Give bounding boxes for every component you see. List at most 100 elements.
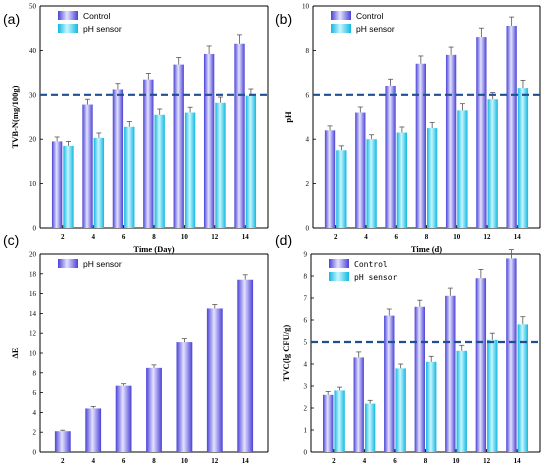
y-tick-label: 16	[29, 290, 37, 298]
bar-sensor	[457, 110, 468, 228]
x-tick-label: 12	[484, 233, 492, 241]
bar-control	[51, 141, 63, 228]
x-tick-label: 12	[211, 457, 219, 465]
bar-sensor	[237, 279, 254, 452]
bar-sensor	[124, 126, 135, 228]
x-tick-label: 14	[514, 457, 522, 465]
bar-control	[82, 104, 93, 228]
x-tick-label: 4	[363, 457, 367, 465]
y-tick-label: 30	[29, 91, 37, 99]
y-tick-label: 4	[306, 136, 310, 144]
bar-control	[234, 43, 245, 228]
y-tick-label: 0	[304, 449, 308, 457]
x-tick-label: 4	[91, 457, 95, 465]
bar-sensor	[517, 324, 529, 452]
bar-control	[203, 53, 215, 229]
bar-sensor	[487, 99, 498, 229]
bar-sensor	[366, 139, 377, 228]
x-tick-label: 10	[453, 233, 461, 241]
y-tick-label: 10	[29, 180, 37, 188]
x-tick-label: 10	[181, 457, 189, 465]
y-tick-label: 7	[304, 295, 308, 303]
legend-swatch	[58, 24, 78, 33]
bar-control	[173, 64, 184, 228]
y-tick-label: 20	[29, 251, 37, 259]
bar-control	[353, 357, 364, 452]
bar-sensor	[85, 408, 102, 452]
x-tick-label: 6	[122, 457, 126, 465]
y-tick-label: 6	[33, 389, 37, 397]
y-tick-label: 0	[306, 225, 310, 233]
bar-control	[445, 54, 457, 229]
bar-control	[415, 63, 426, 228]
y-tick-label: 2	[33, 429, 37, 437]
bar-sensor	[176, 342, 193, 452]
x-tick-label: 6	[394, 233, 398, 241]
bar-sensor	[426, 361, 437, 452]
legend-swatch	[331, 24, 351, 33]
bar-control	[112, 89, 124, 228]
bar-sensor	[146, 367, 162, 452]
y-tick-label: 6	[306, 91, 310, 99]
bar-sensor	[336, 150, 347, 228]
y-tick-label: 2	[306, 180, 310, 188]
x-tick-label: 10	[453, 457, 461, 465]
panel-1: (a) 0 10 20 30 40 50 2 4 6 8 10 12 14 Control pH sensor…	[3, 3, 269, 254]
x-tick-label: 2	[334, 233, 338, 241]
x-axis-title: Time (d)	[411, 244, 442, 254]
panel-label: (b)	[275, 11, 292, 27]
x-tick-label: 2	[61, 457, 65, 465]
bar-control	[476, 37, 487, 228]
y-tick-label: 0	[33, 225, 37, 233]
legend-swatch	[58, 259, 78, 268]
bar-sensor	[456, 350, 467, 452]
bar-control	[324, 130, 336, 228]
panel-label: (d)	[275, 232, 292, 248]
y-tick-label: 4	[304, 361, 308, 369]
y-tick-label: 12	[29, 330, 37, 338]
bar-sensor	[115, 385, 132, 452]
x-tick-label: 14	[242, 233, 250, 241]
bar-control	[506, 25, 517, 229]
legend-swatch	[329, 259, 349, 268]
y-tick-label: 10	[29, 350, 37, 358]
bar-control	[143, 79, 154, 228]
y-tick-label: 40	[29, 47, 37, 55]
x-axis-title: Time (Day)	[133, 244, 174, 254]
y-tick-label: 2	[304, 405, 308, 413]
y-tick-label: 9	[304, 251, 308, 259]
y-axis-title: pH	[283, 111, 293, 123]
legend-label: Control	[83, 11, 111, 21]
y-axis-title: TVC(lg CFU/g)	[281, 325, 291, 382]
x-tick-label: 12	[211, 233, 219, 241]
y-tick-label: 14	[29, 310, 37, 318]
bar-control	[322, 394, 334, 452]
legend-label: pH sensor	[356, 24, 395, 34]
y-tick-label: 8	[306, 47, 310, 55]
bar-sensor	[184, 112, 196, 228]
bar-sensor	[54, 431, 71, 452]
bar-sensor	[206, 308, 223, 452]
x-tick-label: 10	[181, 233, 189, 241]
bar-sensor	[334, 390, 345, 452]
panel-2: (b) 0 2 4 6 8 10 2 4 6 8 10 12 14 Control pH sensor Time…	[275, 3, 541, 254]
legend-swatch	[58, 11, 78, 20]
bar-sensor	[396, 132, 408, 228]
bar-control	[385, 85, 396, 228]
x-tick-label: 2	[332, 457, 336, 465]
x-tick-label: 2	[61, 233, 65, 241]
x-tick-label: 8	[425, 233, 429, 241]
panel-label: (a)	[3, 11, 20, 27]
bar-control	[475, 278, 487, 452]
x-tick-label: 4	[364, 233, 368, 241]
y-axis-title: TVB-N(mg/100g)	[10, 85, 20, 148]
x-tick-label: 8	[424, 457, 428, 465]
y-tick-label: 10	[302, 3, 310, 11]
legend-label: Control	[354, 260, 388, 269]
x-tick-label: 4	[91, 233, 95, 241]
y-axis-title: ΔE	[10, 347, 20, 358]
y-tick-label: 18	[29, 270, 37, 278]
bar-control	[414, 306, 425, 452]
